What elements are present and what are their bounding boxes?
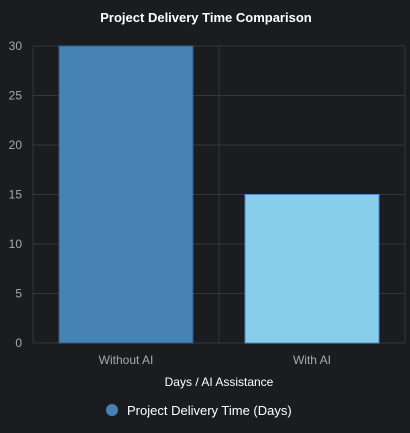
y-tick-label: 25: [9, 89, 23, 103]
legend: Project Delivery Time (Days): [106, 403, 292, 418]
x-tick-label: With AI: [293, 353, 331, 367]
y-tick-label: 30: [9, 39, 23, 53]
y-tick-label: 15: [9, 188, 23, 202]
y-tick-label: 20: [9, 138, 23, 152]
chart-title: Project Delivery Time Comparison: [100, 10, 312, 25]
y-tick-label: 0: [15, 336, 22, 350]
y-axis-ticks: 0 5 10 15 20 25 30: [9, 39, 23, 350]
x-tick-label: Without AI: [99, 353, 154, 367]
legend-marker: [106, 404, 118, 416]
bar-with-ai: [244, 194, 380, 344]
y-tick-label: 5: [15, 287, 22, 301]
y-tick-label: 10: [9, 237, 23, 251]
x-axis-ticks: Without AI With AI: [99, 353, 331, 367]
bar-without-ai: [58, 45, 194, 344]
x-axis-label: Days / AI Assistance: [165, 375, 274, 389]
legend-label: Project Delivery Time (Days): [127, 403, 292, 418]
bars: [58, 45, 380, 344]
